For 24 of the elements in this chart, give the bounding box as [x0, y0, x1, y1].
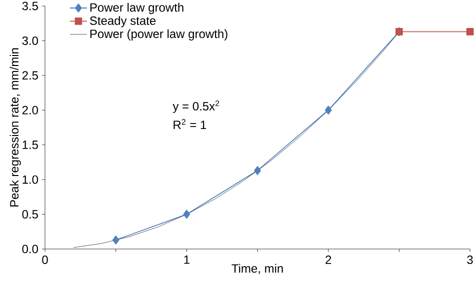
y-tick-label: 3.0 — [22, 36, 38, 45]
point — [183, 210, 190, 219]
x-tick-label: 1 — [184, 256, 190, 264]
x-axis-title: Time, min — [232, 264, 283, 274]
y-tick-label: 3.5 — [22, 2, 38, 10]
y-axis-title: Peak regression rate, mm/min — [10, 48, 21, 207]
y-tick-label: 2.5 — [22, 71, 38, 80]
legend-label: Power law growth — [90, 2, 184, 14]
y-tick-label: 2.0 — [22, 106, 38, 114]
point — [466, 28, 474, 36]
y-tick-label: 0.5 — [22, 210, 38, 219]
x-tick-label: 3 — [467, 256, 473, 264]
annotation: R$^{2}$ = 1 — [174, 119, 206, 129]
point — [254, 166, 261, 175]
y-tick-label: 1.5 — [22, 140, 38, 150]
x-tick-label: 2 — [326, 256, 332, 264]
legend-label: Power (power law growth) — [90, 29, 228, 40]
x-tick-label: 0 — [42, 256, 48, 264]
point — [112, 236, 120, 244]
annotation: y = 0.5x$^{2}$ — [172, 100, 220, 113]
point — [324, 106, 332, 115]
y-tick-label: 1.0 — [22, 175, 38, 184]
y-tick-label: 0.0 — [22, 244, 38, 254]
legend-label: Steady state — [90, 16, 156, 28]
